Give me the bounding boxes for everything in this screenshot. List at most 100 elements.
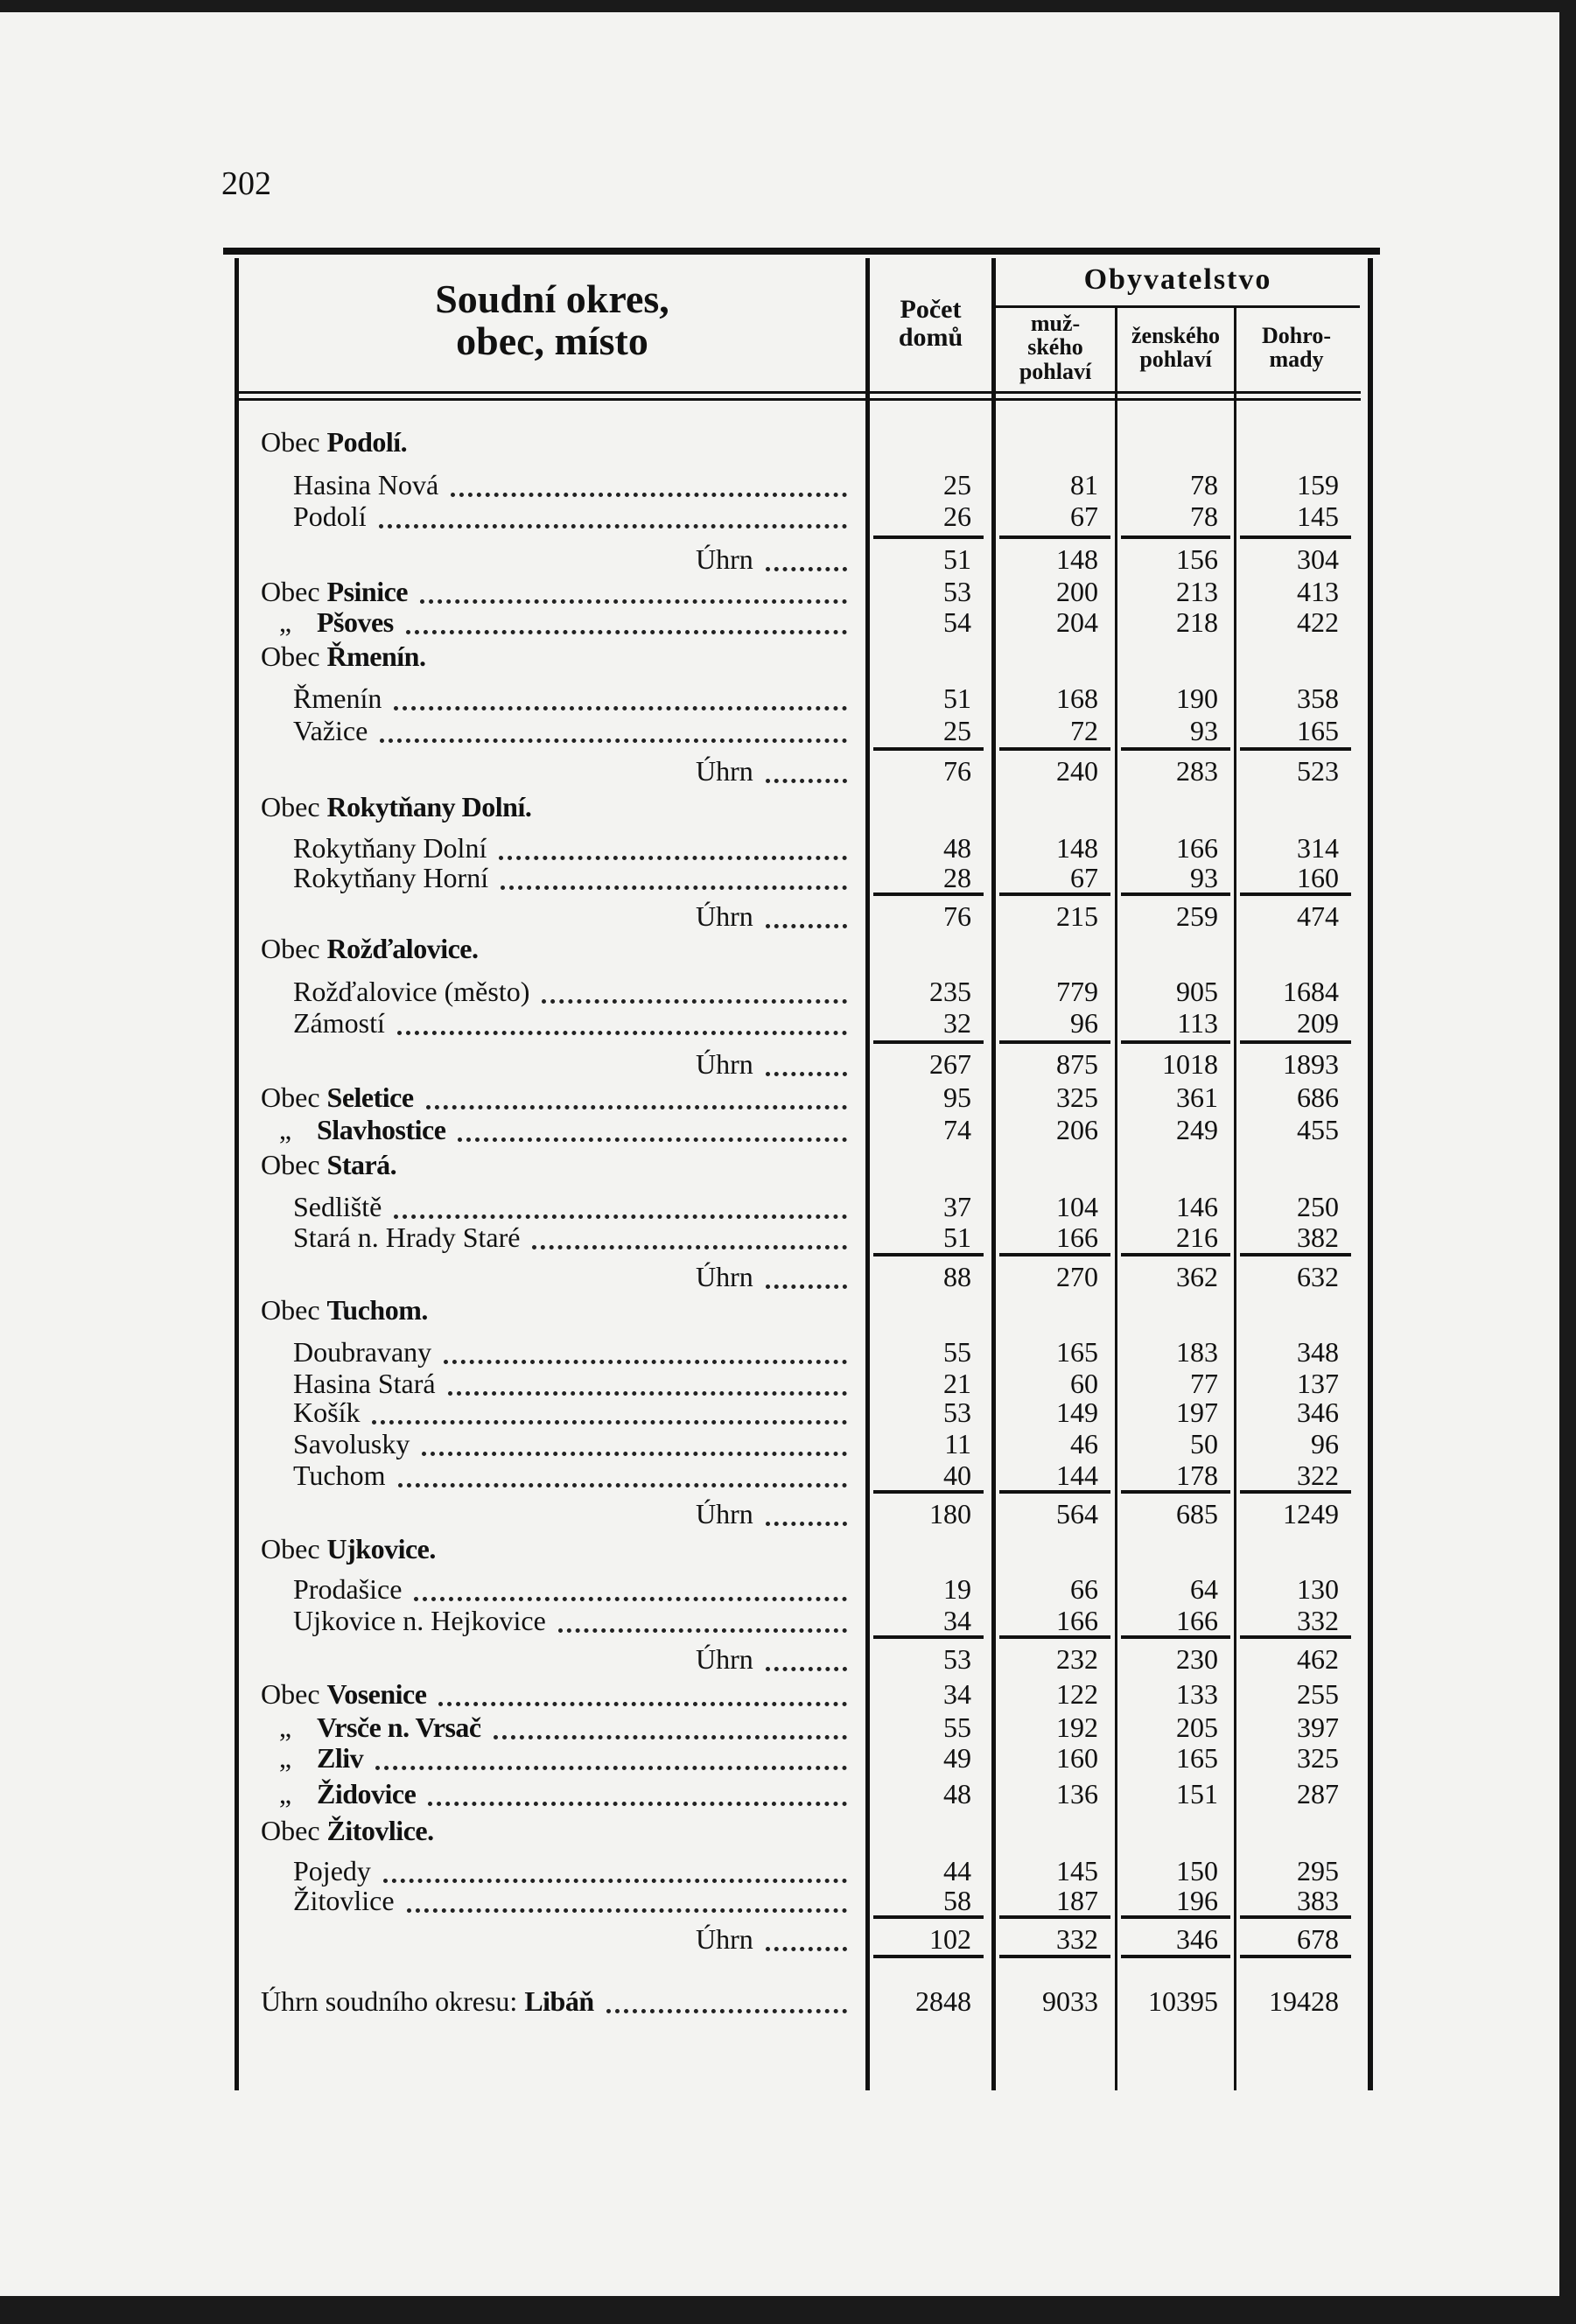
table-row: Košík 53 149 197 346 (0, 1396, 1576, 1429)
dot-leader (458, 1137, 847, 1142)
row-label: Obec Žitovlice. (261, 1814, 434, 1847)
row-name: Doubravany (293, 1335, 432, 1368)
sum-rule (1121, 535, 1230, 539)
row-label: Rokytňany Dolní (293, 831, 487, 864)
value-cell: 156 (1176, 542, 1218, 575)
row-prefix: Obec (261, 640, 320, 673)
table-row: „ Zliv 49 160 165 325 (0, 1741, 1576, 1774)
header-male-line: pohlaví (1019, 358, 1092, 384)
value-cell: 287 (1297, 1777, 1339, 1810)
row-name: Žitovlice (293, 1884, 395, 1916)
table-row: Pojedy 44 145 150 295 (0, 1854, 1576, 1887)
value-cell: 213 (1176, 575, 1218, 607)
sum-rule (873, 746, 984, 751)
table-row: Rožďalovice (město) 235 779 905 1684 (0, 975, 1576, 1008)
value-cell: 130 (1297, 1572, 1339, 1605)
value-cell: 304 (1297, 542, 1339, 575)
row-name: Slavhostice (317, 1113, 446, 1145)
row-label: Pojedy (293, 1854, 371, 1887)
table-row: „ Vrsče n. Vrsač 55 192 205 397 (0, 1711, 1576, 1744)
row-name: Rožďalovice (město) (293, 976, 530, 1008)
group-rule (996, 305, 1360, 308)
value-cell: 160 (1297, 861, 1339, 893)
sum-rule (1121, 892, 1230, 896)
row-name: Úhrn (696, 1260, 753, 1292)
row-name: Rožďalovice. (326, 933, 479, 965)
row-name: Libáň (524, 1984, 594, 2017)
value-cell: 53 (943, 1396, 971, 1429)
row-label: Ujkovice n. Hejkovice (293, 1604, 546, 1637)
dot-leader (406, 630, 847, 635)
sum-rule (999, 1634, 1110, 1639)
dot-leader (420, 598, 847, 604)
header-male-line: muž- (1030, 311, 1081, 336)
value-cell: 332 (1297, 1604, 1339, 1636)
sum-rule (873, 535, 984, 539)
sum-rule (999, 1252, 1110, 1256)
row-name: Rokytňany Horní (293, 861, 489, 893)
row-label: Važice (293, 714, 368, 747)
dot-leader (394, 1214, 847, 1219)
table-row: Obec Ujkovice. (0, 1532, 1576, 1565)
value-cell: 104 (1056, 1190, 1098, 1222)
value-cell: 455 (1297, 1113, 1339, 1145)
row-label: Savolusky (293, 1427, 410, 1460)
value-cell: 232 (1056, 1642, 1098, 1675)
row-name: Zliv (317, 1742, 364, 1774)
value-cell: 250 (1297, 1190, 1339, 1222)
value-cell: 19428 (1269, 1984, 1339, 2017)
value-cell: 358 (1297, 682, 1339, 714)
value-cell: 230 (1176, 1642, 1218, 1675)
row-label: Úhrn (696, 1497, 753, 1530)
row-name: Ujkovice. (326, 1533, 437, 1565)
row-name: Žitovlice. (326, 1815, 435, 1847)
value-cell: 192 (1056, 1711, 1098, 1743)
row-prefix: Úhrn soudního okresu: (261, 1984, 518, 2017)
subtotal-row: Úhrn 76 240 283 523 (0, 746, 1576, 788)
value-cell: 10395 (1148, 1984, 1218, 2017)
value-cell: 32 (943, 1006, 971, 1039)
table-row: Obec Podolí. (0, 425, 1576, 458)
row-label: Rokytňany Horní (293, 861, 488, 894)
value-cell: 151 (1176, 1777, 1218, 1810)
value-cell: 74 (943, 1113, 971, 1145)
value-cell: 322 (1297, 1459, 1339, 1491)
dot-leader (380, 738, 847, 744)
value-cell: 9033 (1042, 1984, 1098, 2017)
row-label: Úhrn (696, 1642, 753, 1676)
header-male-line: ského (1027, 334, 1083, 360)
table-row: Savolusky 11 46 50 96 (0, 1427, 1576, 1460)
sum-rule (999, 1914, 1110, 1919)
value-cell: 102 (929, 1922, 971, 1955)
dot-leader (451, 492, 847, 497)
subtotal-row: Úhrn 76 215 259 474 (0, 892, 1576, 933)
row-name: Úhrn (696, 542, 753, 575)
value-cell: 25 (943, 715, 971, 747)
value-cell: 93 (1190, 861, 1218, 893)
page-number: 202 (221, 165, 271, 202)
table-row: Obec Vosenice 34 122 133 255 (0, 1677, 1576, 1711)
value-cell: 215 (1056, 900, 1098, 932)
dot-leader (422, 1451, 847, 1456)
column-divider (865, 258, 870, 2090)
sum-rule (873, 892, 984, 896)
value-cell: 1249 (1283, 1497, 1339, 1530)
value-cell: 144 (1056, 1459, 1098, 1491)
row-prefix: Obec (261, 1678, 320, 1711)
dot-leader (383, 1878, 847, 1883)
value-cell: 21 (943, 1367, 971, 1399)
table-row: Obec Rožďalovice. (0, 932, 1576, 965)
table-row: Podolí 26 67 78 145 (0, 500, 1576, 533)
sum-rule (1121, 746, 1230, 751)
row-label: Obec Řmenín. (261, 640, 426, 673)
value-cell: 46 (1070, 1427, 1098, 1460)
subtotal-row: Úhrn 102 332 346 678 (0, 1914, 1576, 1956)
row-name: Židovice (317, 1777, 417, 1810)
value-cell: 50 (1190, 1427, 1218, 1460)
value-cell: 11 (944, 1427, 971, 1460)
value-cell: 166 (1176, 831, 1218, 864)
row-name: Podolí. (326, 425, 408, 458)
row-label: „ Slavhostice (261, 1113, 446, 1146)
value-cell: 34 (943, 1678, 971, 1711)
value-cell: 295 (1297, 1854, 1339, 1886)
